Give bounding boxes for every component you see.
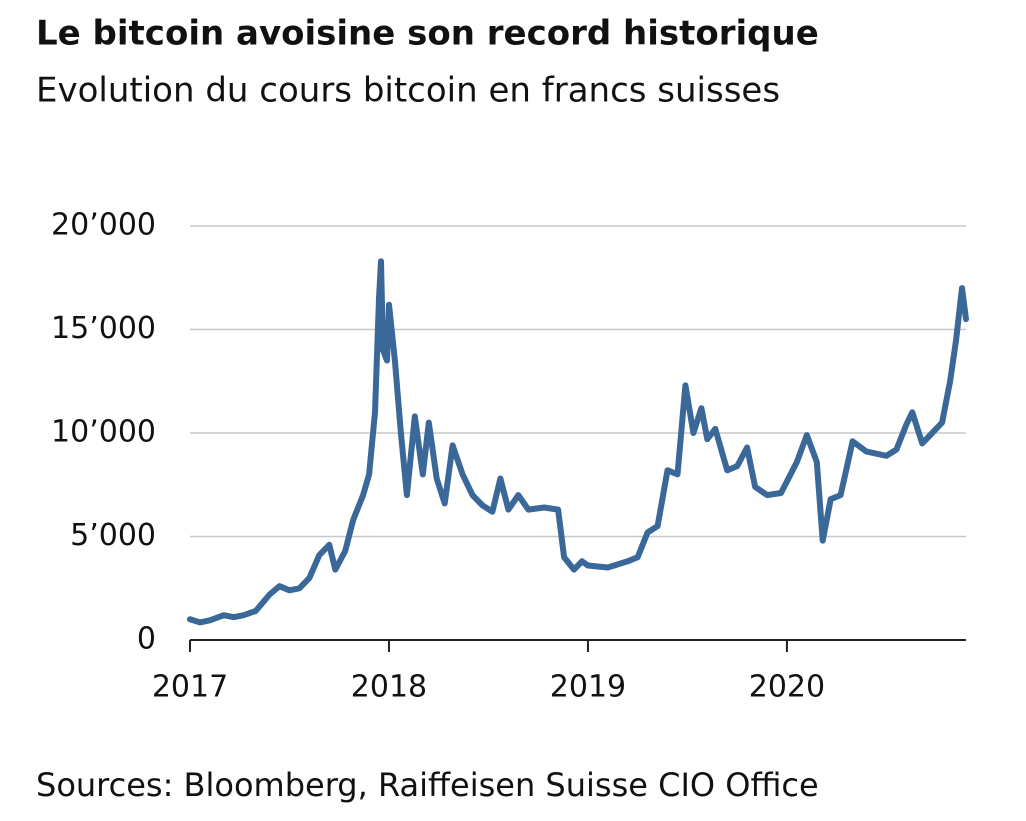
price-line [187, 258, 969, 626]
y-tick-label: 20’000 [51, 208, 156, 243]
x-tick-label: 2019 [550, 670, 626, 705]
y-tick-label: 15’000 [51, 311, 156, 346]
y-tick-label: 5’000 [70, 518, 156, 553]
x-tick-label: 2018 [351, 670, 427, 705]
chart-subtitle: Evolution du cours bitcoin en francs sui… [36, 71, 780, 111]
y-tick-label: 10’000 [51, 415, 156, 450]
source-note: Sources: Bloomberg, Raiffeisen Suisse CI… [36, 766, 819, 804]
chart-title: Le bitcoin avoisine son record historiqu… [36, 14, 819, 54]
x-tick-label: 2017 [152, 670, 228, 705]
x-tick-label: 2020 [749, 670, 825, 705]
y-tick-label: 0 [137, 622, 156, 657]
